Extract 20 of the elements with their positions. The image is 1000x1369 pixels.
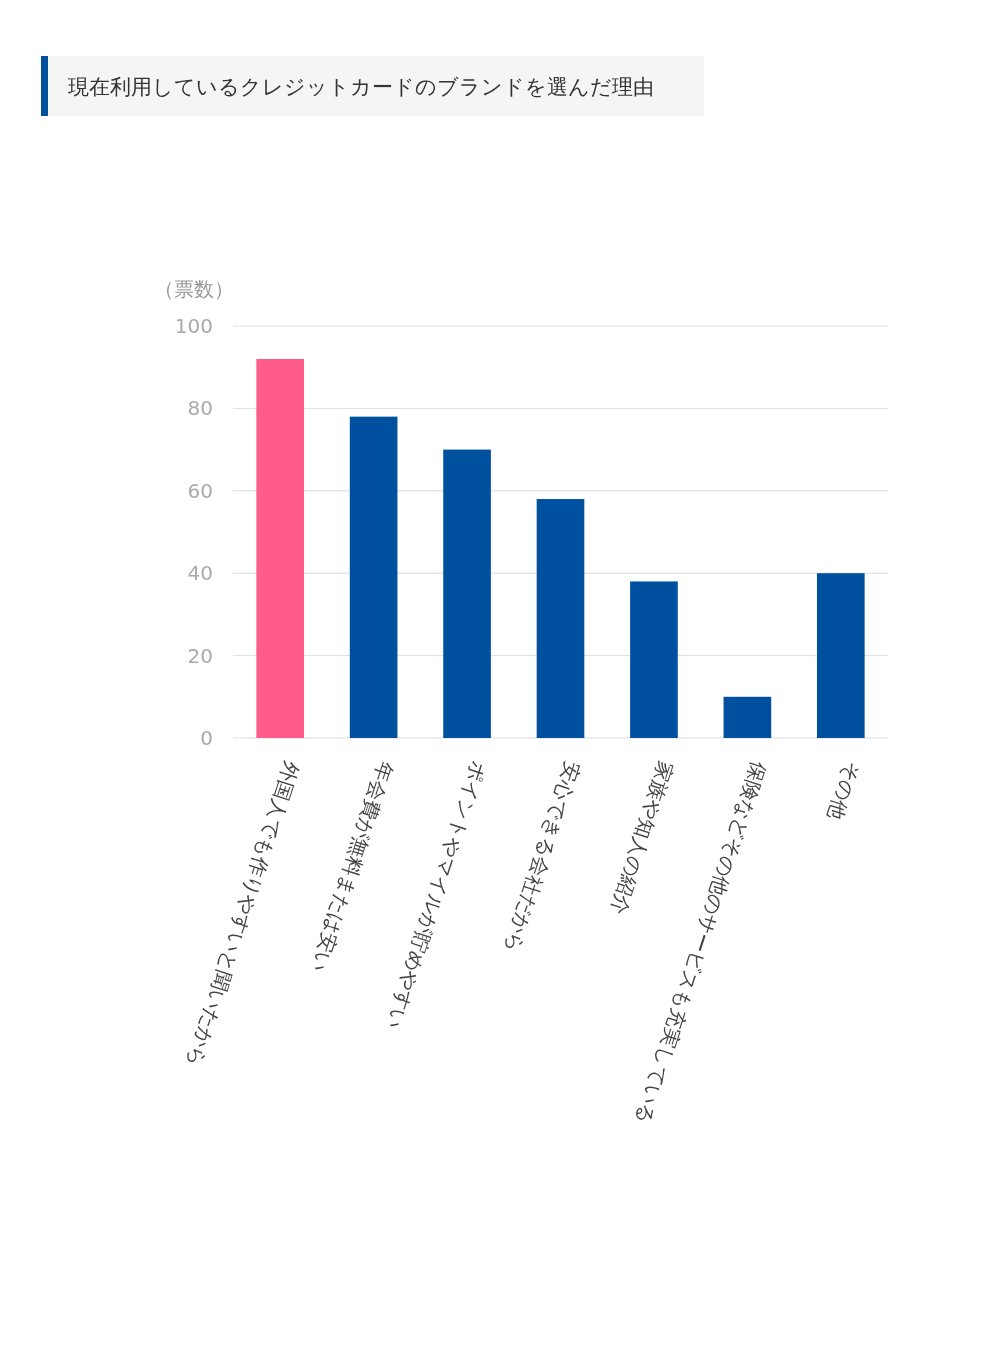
y-tick-label: 20: [187, 643, 213, 668]
x-tick-label: 外国人でも作りやすいと聞いたから: [182, 758, 305, 1071]
y-tick-label: 0: [200, 726, 213, 750]
x-tick-label: その他: [823, 758, 865, 823]
bar: [630, 581, 678, 738]
x-tick-label: 家族や知人の紹介: [605, 758, 679, 919]
y-tick-label: 80: [187, 396, 213, 421]
y-tick-label: 100: [174, 314, 213, 338]
y-tick-label: 40: [187, 561, 213, 586]
bar: [256, 358, 305, 738]
x-tick-label: 安心できる会社だから: [499, 758, 585, 957]
bar: [723, 696, 772, 738]
x-tick-label: 年会費が無料または安い: [306, 758, 398, 976]
bar: [349, 416, 398, 738]
bar: [816, 573, 865, 738]
y-tick-label: 60: [187, 478, 213, 503]
chart-title: 現在利用しているクレジットカードのブランドを選んだ理由: [68, 75, 654, 99]
bar: [536, 499, 585, 738]
bar: [443, 449, 491, 738]
y-axis-title: （票数）: [154, 277, 234, 301]
